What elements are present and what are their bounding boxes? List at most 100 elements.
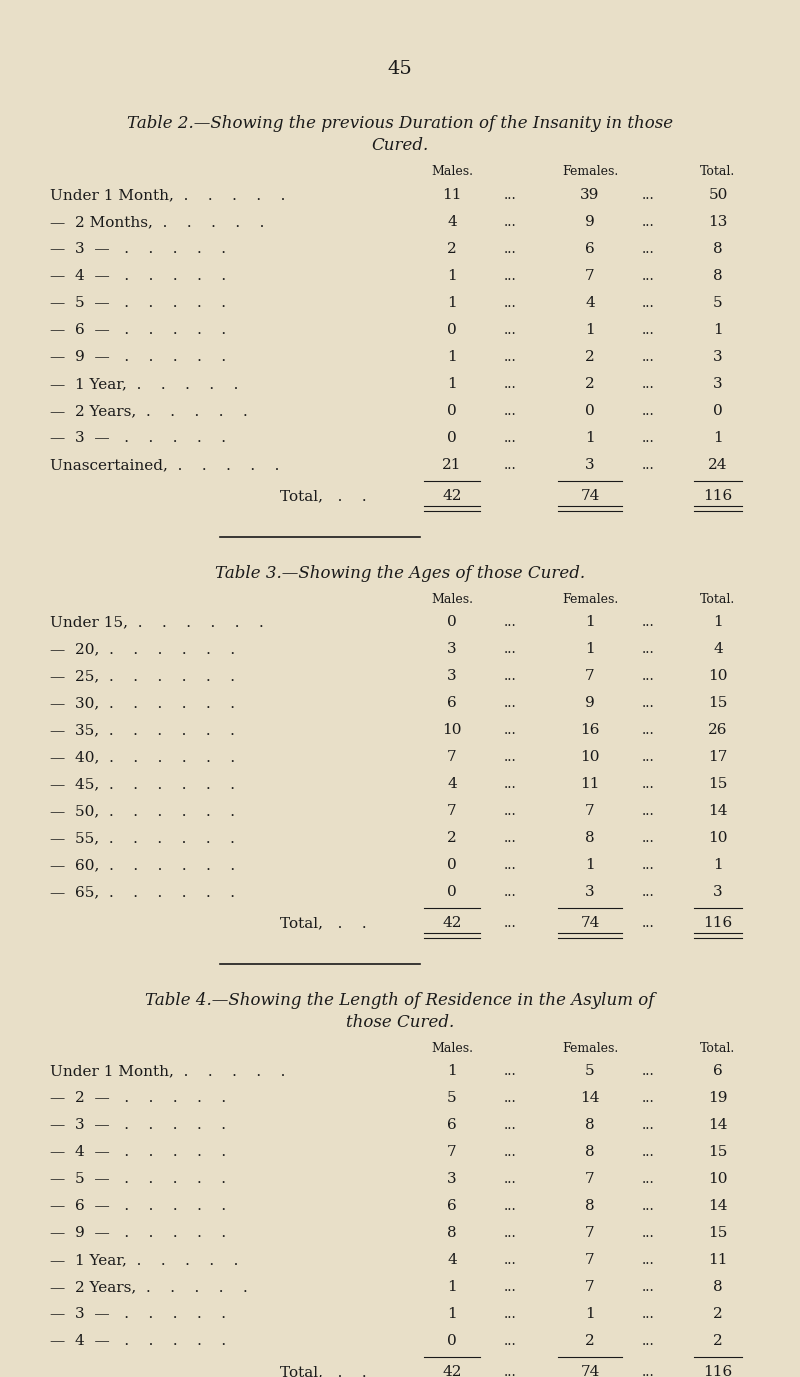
Text: 4: 4 (447, 1253, 457, 1267)
Text: ...: ... (504, 916, 516, 929)
Text: 0: 0 (447, 858, 457, 872)
Text: 11: 11 (580, 777, 600, 790)
Text: ...: ... (642, 324, 654, 337)
Text: 6: 6 (447, 1199, 457, 1213)
Text: ...: ... (642, 777, 654, 790)
Text: ...: ... (504, 777, 516, 790)
Text: 3: 3 (447, 669, 457, 683)
Text: Females.: Females. (562, 1042, 618, 1055)
Text: ...: ... (642, 350, 654, 364)
Text: 9: 9 (585, 695, 595, 711)
Text: ...: ... (504, 1253, 516, 1267)
Text: 24: 24 (708, 459, 728, 472)
Text: 7: 7 (585, 1172, 595, 1186)
Text: 3: 3 (713, 885, 723, 899)
Text: 1: 1 (713, 858, 723, 872)
Text: —  2  —   .    .    .    .    .: — 2 — . . . . . (50, 1091, 226, 1104)
Text: —  65,  .    .    .    .    .    .: — 65, . . . . . . (50, 885, 235, 899)
Text: —  6  —   .    .    .    .    .: — 6 — . . . . . (50, 324, 226, 337)
Text: 0: 0 (447, 324, 457, 337)
Text: 3: 3 (447, 642, 457, 655)
Text: 13: 13 (708, 215, 728, 229)
Text: ...: ... (504, 642, 516, 655)
Text: 8: 8 (585, 830, 595, 845)
Text: 14: 14 (580, 1091, 600, 1104)
Text: 8: 8 (713, 242, 723, 256)
Text: 8: 8 (713, 1281, 723, 1294)
Text: 14: 14 (708, 1118, 728, 1132)
Text: 4: 4 (713, 642, 723, 655)
Text: —  45,  .    .    .    .    .    .: — 45, . . . . . . (50, 777, 235, 790)
Text: —  5  —   .    .    .    .    .: — 5 — . . . . . (50, 296, 226, 310)
Text: —  55,  .    .    .    .    .    .: — 55, . . . . . . (50, 830, 235, 845)
Text: ...: ... (504, 189, 516, 202)
Text: —  1 Year,  .    .    .    .    .: — 1 Year, . . . . . (50, 377, 238, 391)
Text: 14: 14 (708, 804, 728, 818)
Text: 1: 1 (585, 858, 595, 872)
Text: 2: 2 (447, 242, 457, 256)
Text: ...: ... (504, 1365, 516, 1377)
Text: —  3  —   .    .    .    .    .: — 3 — . . . . . (50, 1307, 226, 1321)
Text: 1: 1 (447, 1281, 457, 1294)
Text: ...: ... (642, 1146, 654, 1159)
Text: ...: ... (504, 616, 516, 629)
Text: Total,   .    .: Total, . . (280, 916, 366, 929)
Text: Cured.: Cured. (371, 136, 429, 154)
Text: 1: 1 (447, 1064, 457, 1078)
Text: 10: 10 (580, 750, 600, 764)
Text: 1: 1 (585, 642, 595, 655)
Text: ...: ... (504, 350, 516, 364)
Text: 8: 8 (585, 1199, 595, 1213)
Text: ...: ... (642, 669, 654, 683)
Text: —  3  —   .    .    .    .    .: — 3 — . . . . . (50, 1118, 226, 1132)
Text: Males.: Males. (431, 1042, 473, 1055)
Text: —  9  —   .    .    .    .    .: — 9 — . . . . . (50, 1226, 226, 1241)
Text: —  4  —   .    .    .    .    .: — 4 — . . . . . (50, 1334, 226, 1348)
Text: ...: ... (504, 750, 516, 764)
Text: ...: ... (642, 1091, 654, 1104)
Text: ...: ... (504, 1199, 516, 1213)
Text: —  9  —   .    .    .    .    .: — 9 — . . . . . (50, 350, 226, 364)
Text: ...: ... (504, 885, 516, 899)
Text: ...: ... (642, 296, 654, 310)
Text: ...: ... (504, 1307, 516, 1321)
Text: 7: 7 (447, 804, 457, 818)
Text: ...: ... (504, 431, 516, 445)
Text: ...: ... (642, 377, 654, 391)
Text: —  60,  .    .    .    .    .    .: — 60, . . . . . . (50, 858, 235, 872)
Text: 4: 4 (447, 215, 457, 229)
Text: 7: 7 (585, 1281, 595, 1294)
Text: 5: 5 (713, 296, 723, 310)
Text: —  50,  .    .    .    .    .    .: — 50, . . . . . . (50, 804, 235, 818)
Text: 10: 10 (708, 669, 728, 683)
Text: 10: 10 (708, 1172, 728, 1186)
Text: 45: 45 (388, 61, 412, 78)
Text: ...: ... (642, 403, 654, 419)
Text: 50: 50 (708, 189, 728, 202)
Text: ...: ... (504, 1334, 516, 1348)
Text: Under 1 Month,  .    .    .    .    .: Under 1 Month, . . . . . (50, 189, 286, 202)
Text: 1: 1 (447, 350, 457, 364)
Text: ...: ... (504, 1226, 516, 1241)
Text: 1: 1 (447, 377, 457, 391)
Text: 5: 5 (447, 1091, 457, 1104)
Text: ...: ... (642, 1307, 654, 1321)
Text: —  35,  .    .    .    .    .    .: — 35, . . . . . . (50, 723, 235, 737)
Text: ...: ... (642, 1118, 654, 1132)
Text: Total.: Total. (700, 593, 736, 606)
Text: ...: ... (504, 1064, 516, 1078)
Text: Total.: Total. (700, 1042, 736, 1055)
Text: 26: 26 (708, 723, 728, 737)
Text: 3: 3 (447, 1172, 457, 1186)
Text: 4: 4 (585, 296, 595, 310)
Text: 7: 7 (585, 804, 595, 818)
Text: ...: ... (504, 1281, 516, 1294)
Text: ...: ... (504, 695, 516, 711)
Text: 1: 1 (585, 616, 595, 629)
Text: 11: 11 (708, 1253, 728, 1267)
Text: ...: ... (504, 296, 516, 310)
Text: 19: 19 (708, 1091, 728, 1104)
Text: ...: ... (504, 830, 516, 845)
Text: 14: 14 (708, 1199, 728, 1213)
Text: 8: 8 (713, 269, 723, 284)
